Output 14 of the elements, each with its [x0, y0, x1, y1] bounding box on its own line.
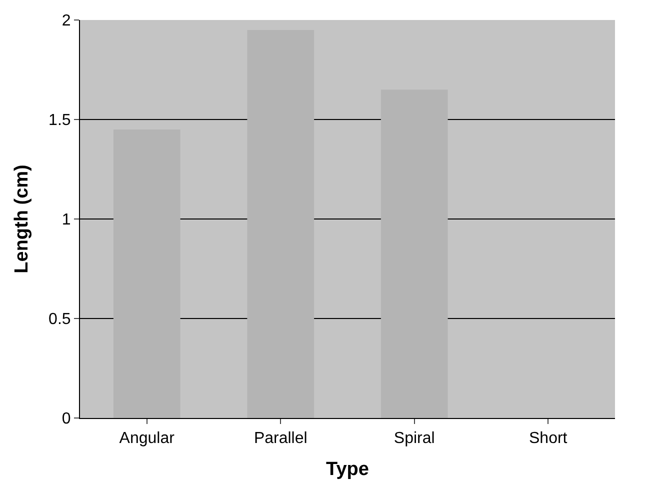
bar	[113, 129, 180, 418]
y-tick-label: 1	[62, 212, 71, 229]
x-tick-label: Spiral	[394, 430, 435, 448]
bar	[247, 30, 314, 418]
x-tick-label: Parallel	[254, 430, 308, 448]
x-tick-label: Angular	[119, 430, 176, 448]
y-axis-title: Length (cm)	[11, 164, 32, 274]
x-tick-label: Short	[529, 430, 568, 448]
y-tick-label: 0.5	[48, 311, 71, 328]
y-tick-label: 1.5	[48, 112, 71, 130]
bar	[380, 90, 448, 418]
y-tick-label: 0	[62, 410, 71, 428]
x-axis-title: Type	[326, 459, 369, 480]
y-tick-label: 2	[62, 12, 71, 30]
